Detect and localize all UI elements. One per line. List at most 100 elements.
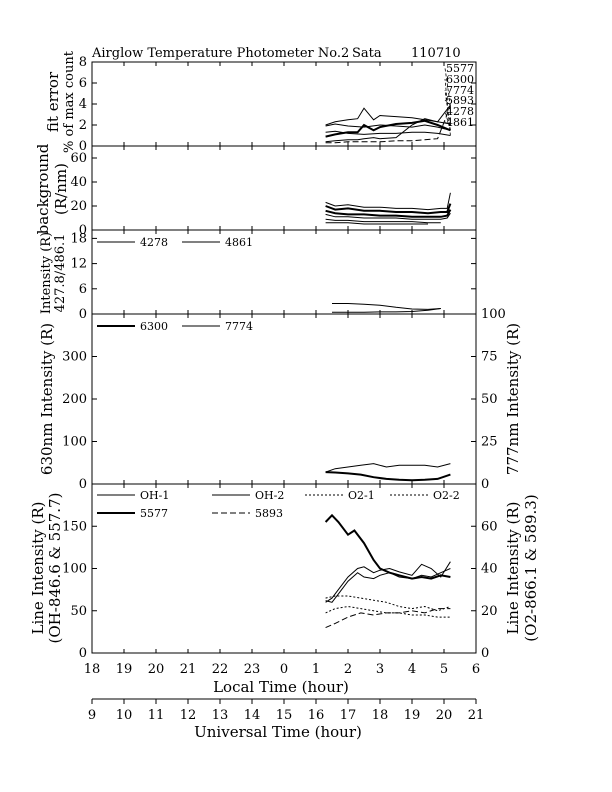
ytick-right-label: 60 (481, 519, 498, 534)
ytick-label: 0 (79, 307, 87, 322)
series-OH-1-line (325, 568, 451, 603)
header-title: Airglow Temperature Photometer No.2 (91, 46, 349, 61)
ylabel-background-1: background (34, 143, 52, 234)
ytick-label: 0 (79, 646, 87, 661)
ytick-label: 8 (79, 55, 87, 70)
annotation-leader-4278 (444, 110, 451, 131)
legend-label-O2-2: O2-2 (433, 489, 460, 502)
legend-label-OH-2: OH-2 (255, 489, 284, 502)
ylabel-line-left-1: Line Intensity (R) (29, 502, 47, 635)
ytick-label: 0 (79, 477, 87, 492)
ytick-label: 12 (70, 257, 87, 272)
ytick-right-label: 100 (481, 307, 506, 322)
legend-label-5893: 5893 (255, 507, 283, 520)
ytick-label: 2 (79, 118, 87, 133)
ytick-label: 40 (70, 175, 87, 190)
xtick-universal-label: 9 (88, 708, 96, 723)
xtick-local-label: 18 (84, 662, 101, 677)
series-7774-line (325, 463, 451, 473)
ytick-label: 50 (70, 604, 87, 619)
xtick-universal-label: 15 (276, 708, 293, 723)
xtick-local-label: 5 (440, 662, 448, 677)
ytick-label: 6 (79, 76, 87, 91)
ytick-label: 150 (62, 519, 87, 534)
series-5893-line (325, 104, 451, 143)
ytick-right-label: 0 (481, 646, 489, 661)
ytick-label: 6 (79, 282, 87, 297)
ytick-label: 4 (79, 97, 87, 112)
xtick-local-label: 22 (212, 662, 229, 677)
xtick-universal-label: 21 (468, 708, 485, 723)
series-4861-line (325, 222, 428, 225)
legend-label-O2-1: O2-1 (348, 489, 375, 502)
annotation-label-4278: 4278 (446, 105, 474, 118)
xtick-universal-label: 19 (404, 708, 421, 723)
y-axis-titles: fit error % of max count background (R/n… (29, 50, 540, 643)
series-6300-line (325, 203, 452, 215)
series-4861-line (325, 107, 451, 126)
xtick-universal-label: 18 (372, 708, 389, 723)
legend-label-6300: 6300 (140, 320, 168, 333)
xtick-local-label: 21 (180, 662, 197, 677)
series-O2-2-line (325, 605, 451, 618)
annotation-leader-6300 (444, 78, 451, 136)
ylabel-line-right-1: Line Intensity (R) (504, 502, 522, 635)
series-5577-line (325, 105, 451, 144)
panel-frames (91, 61, 477, 654)
series-7774-line (325, 209, 452, 218)
xtick-local-label: 19 (116, 662, 133, 677)
xtick-universal-label: 12 (180, 708, 197, 723)
series-6300-line (325, 471, 451, 482)
panel-frame-fit-error (91, 61, 477, 147)
header: Airglow Temperature Photometer No.2 Sata… (91, 46, 461, 61)
ylabel-intensity-2: 427.8/486.1 (53, 234, 68, 313)
ytick-right-label: 40 (481, 562, 498, 577)
ytick-label: 60 (70, 151, 87, 166)
legend-label-5577: 5577 (140, 507, 168, 520)
series-4861-line (332, 303, 441, 310)
ytick-label: 100 (62, 435, 87, 450)
annotation-leader-5893 (444, 99, 451, 106)
ytick-label: 0 (79, 139, 87, 154)
xtick-universal-label: 16 (308, 708, 325, 723)
annotation-leader-5577 (444, 67, 451, 107)
ytick-label: 20 (70, 199, 87, 214)
xtick-local-label: 1 (312, 662, 320, 677)
ytick-right-label: 50 (481, 392, 498, 407)
xtick-local-label: 0 (280, 662, 288, 677)
annotation-label-5893: 5893 (446, 94, 474, 107)
series-4278-line (325, 218, 441, 224)
annotation-label-4861: 4861 (446, 116, 474, 129)
xtick-universal-label: 11 (148, 708, 165, 723)
panel-frame-630-777 (91, 313, 477, 485)
x-axis-local-label: Local Time (hour) (213, 678, 349, 696)
ytick-label: 300 (62, 350, 87, 365)
series-5893-line (325, 608, 451, 629)
legend-label-7774: 7774 (225, 320, 253, 333)
xtick-universal-label: 17 (340, 708, 357, 723)
legend-label-4278: 4278 (140, 236, 168, 249)
xtick-local-label: 4 (408, 662, 416, 677)
annotation-label-6300: 6300 (446, 73, 474, 86)
annotation-leader-4861 (444, 121, 451, 125)
series-4278-line (325, 119, 451, 138)
header-date: 110710 (411, 46, 461, 61)
xtick-local-label: 23 (244, 662, 261, 677)
series-OH-2-line (325, 561, 451, 603)
series-5893-line (325, 212, 451, 220)
ytick-label: 200 (62, 392, 87, 407)
xtick-local-label: 3 (376, 662, 384, 677)
xtick-local-label: 20 (148, 662, 165, 677)
ylabel-line-right-2: (O2-866.1 & 589.3) (522, 494, 540, 641)
ylabel-line-left-2: (OH-846.6 & 557.7) (46, 493, 64, 644)
ytick-right-label: 20 (481, 604, 498, 619)
legend-label-OH-1: OH-1 (140, 489, 169, 502)
xtick-universal-label: 20 (436, 708, 453, 723)
series-5577-line (325, 192, 451, 211)
ytick-right-label: 0 (481, 477, 489, 492)
xtick-local-label: 2 (344, 662, 352, 677)
xtick-local-label: 6 (472, 662, 480, 677)
ylabel-fit-error-1: fit error (44, 71, 62, 132)
